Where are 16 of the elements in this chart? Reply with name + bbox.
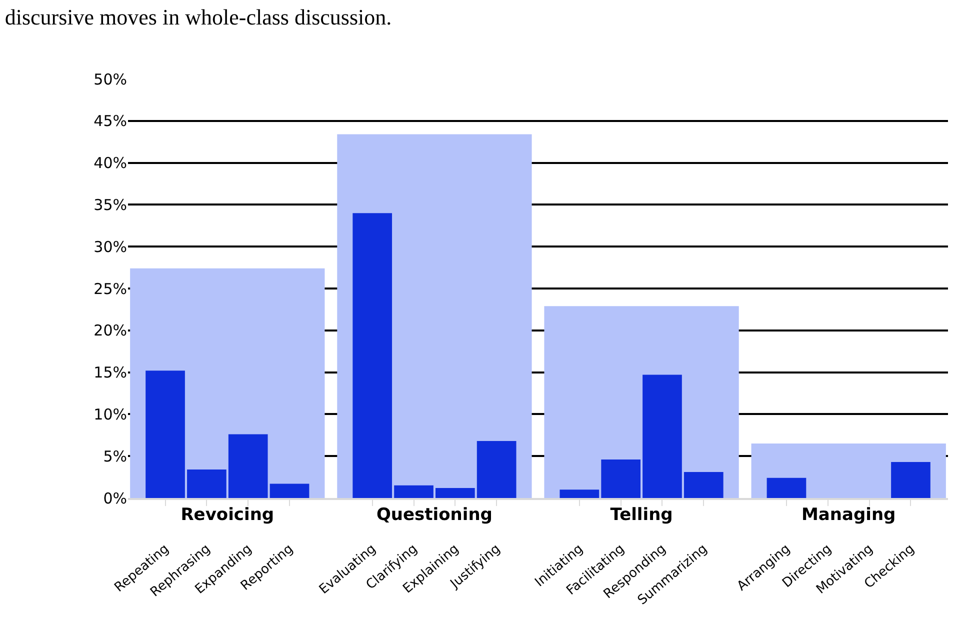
y-tick-label: 0% [103, 489, 127, 508]
x-tick-label: Managing [801, 505, 896, 525]
x-tick-label: Questioning [376, 505, 492, 525]
x-tick-label: Telling [610, 505, 673, 525]
chart-title: discursive moves in whole-class discussion. [4, 4, 392, 30]
y-tick-label: 20% [94, 322, 127, 340]
y-tick-label: 40% [94, 154, 127, 172]
y-tick-label: 45% [94, 112, 127, 130]
y-tick-label: 30% [94, 238, 127, 256]
y-tick-label: 50% [94, 70, 127, 88]
y-tick-label: 10% [94, 405, 127, 424]
x-tick-label: Revoicing [180, 505, 274, 525]
y-tick-label: 35% [94, 196, 127, 214]
y-tick-label: 5% [103, 447, 127, 466]
y-tick-label: 15% [94, 364, 127, 382]
y-tick-label: 25% [94, 280, 127, 298]
